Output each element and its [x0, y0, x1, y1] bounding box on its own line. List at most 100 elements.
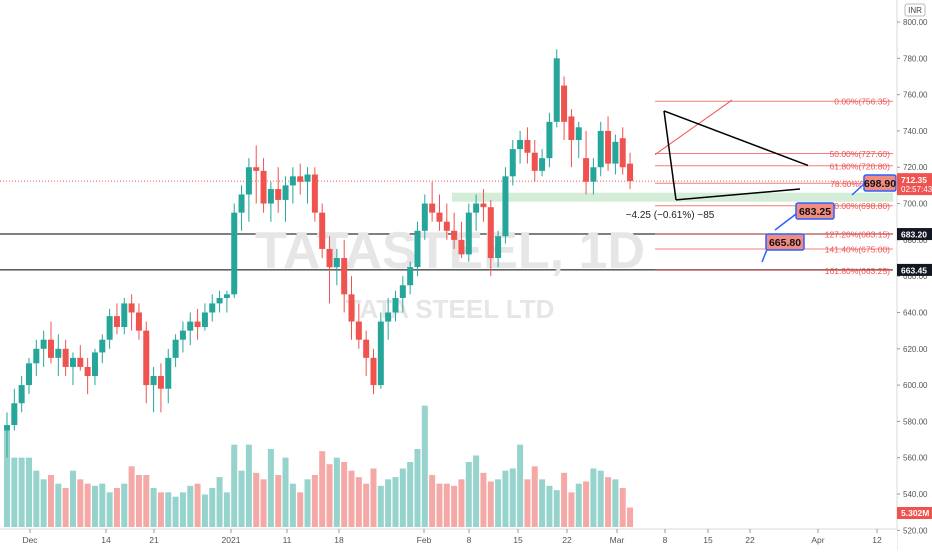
candle-body[interactable]	[62, 348, 69, 367]
candle-body[interactable]	[4, 425, 10, 431]
candle-body[interactable]	[517, 140, 524, 150]
candle-body[interactable]	[465, 212, 472, 255]
candle-body[interactable]	[289, 176, 296, 186]
candle-body[interactable]	[583, 158, 590, 182]
candle-body[interactable]	[106, 316, 113, 340]
candle-body[interactable]	[524, 140, 531, 153]
candle-body[interactable]	[187, 321, 194, 331]
candle-body[interactable]	[487, 207, 494, 259]
candle-body[interactable]	[245, 167, 252, 195]
candle-body[interactable]	[612, 141, 619, 164]
candle-body[interactable]	[282, 185, 289, 200]
candle-body[interactable]	[297, 176, 304, 182]
candle-body[interactable]	[157, 376, 164, 389]
candle-body[interactable]	[25, 363, 32, 386]
level-price-badge	[897, 228, 932, 241]
volume-bar	[99, 483, 106, 527]
candle-body[interactable]	[231, 212, 238, 295]
candle-body[interactable]	[311, 174, 318, 213]
candle-body[interactable]	[370, 357, 377, 386]
candle-body[interactable]	[546, 121, 553, 159]
candle-body[interactable]	[165, 357, 172, 389]
candle-body[interactable]	[473, 203, 480, 213]
currency-badge[interactable]	[904, 3, 926, 17]
candle-body[interactable]	[341, 258, 348, 295]
candle-body[interactable]	[150, 376, 157, 386]
candle-body[interactable]	[385, 312, 392, 322]
candle-body[interactable]	[319, 212, 326, 249]
triangle-lower-line[interactable]	[675, 188, 801, 201]
candles	[4, 49, 634, 458]
candle-body[interactable]	[33, 348, 40, 364]
candle-body[interactable]	[355, 321, 362, 340]
candle-body[interactable]	[275, 189, 282, 200]
candle-body[interactable]	[363, 339, 370, 358]
candle-body[interactable]	[421, 203, 428, 231]
candle-body[interactable]	[84, 366, 91, 377]
candle-body[interactable]	[451, 230, 458, 240]
candle-body[interactable]	[429, 203, 436, 213]
candle-body[interactable]	[568, 116, 575, 141]
candle-body[interactable]	[392, 297, 399, 313]
candle-body[interactable]	[561, 85, 568, 122]
volume-bar	[238, 470, 245, 527]
candle-body[interactable]	[267, 189, 274, 204]
candle-body[interactable]	[590, 167, 597, 182]
candle-body[interactable]	[216, 297, 223, 304]
candle-body[interactable]	[69, 357, 76, 367]
candle-body[interactable]	[40, 339, 47, 349]
candle-body[interactable]	[47, 339, 54, 358]
candle-body[interactable]	[209, 303, 216, 313]
candle-body[interactable]	[531, 152, 538, 171]
candle-body[interactable]	[172, 339, 179, 358]
candle-body[interactable]	[414, 230, 421, 268]
candle-body[interactable]	[509, 149, 516, 177]
candle-body[interactable]	[11, 403, 18, 426]
candle-body[interactable]	[128, 303, 135, 313]
candle-body[interactable]	[605, 130, 612, 164]
candle-body[interactable]	[253, 167, 260, 171]
candle-body[interactable]	[55, 348, 62, 358]
candle-body[interactable]	[502, 176, 509, 237]
candle-body[interactable]	[597, 130, 604, 168]
candle-body[interactable]	[260, 170, 267, 204]
candle-body[interactable]	[407, 267, 414, 286]
candle-body[interactable]	[348, 294, 355, 322]
candle-body[interactable]	[77, 357, 84, 367]
candle-body[interactable]	[443, 221, 450, 231]
candle-body[interactable]	[99, 339, 106, 353]
candle-body[interactable]	[238, 194, 245, 213]
candle-body[interactable]	[553, 58, 560, 122]
candle-body[interactable]	[458, 239, 465, 255]
candle-body[interactable]	[326, 248, 333, 268]
candle-body[interactable]	[495, 236, 502, 259]
candle-body[interactable]	[223, 294, 230, 298]
triangle-side-line[interactable]	[663, 110, 677, 201]
candle-body[interactable]	[480, 203, 487, 208]
candle-body[interactable]	[121, 303, 128, 328]
candle-body[interactable]	[539, 158, 546, 171]
candle-body[interactable]	[91, 352, 98, 377]
fib-trend-line[interactable]	[654, 99, 733, 155]
candle-body[interactable]	[333, 258, 340, 268]
callout-683-box[interactable]	[795, 202, 835, 220]
candle-body[interactable]	[18, 385, 25, 404]
candle-body[interactable]	[627, 163, 634, 182]
callout-665-box[interactable]	[765, 233, 805, 251]
candle-body[interactable]	[619, 138, 626, 168]
candle-body[interactable]	[436, 212, 443, 222]
candle-body[interactable]	[399, 285, 406, 298]
callout-698-box[interactable]	[863, 174, 897, 192]
candle-body[interactable]	[377, 321, 384, 386]
candle-body[interactable]	[194, 321, 201, 328]
candle-body[interactable]	[113, 316, 120, 328]
triangle-upper-line[interactable]	[663, 110, 809, 167]
candle-body[interactable]	[143, 330, 150, 386]
candle-body[interactable]	[575, 127, 582, 141]
candle-body[interactable]	[179, 330, 186, 340]
candle-body[interactable]	[201, 312, 208, 328]
candle-body[interactable]	[135, 312, 142, 331]
candle-body[interactable]	[304, 174, 311, 182]
